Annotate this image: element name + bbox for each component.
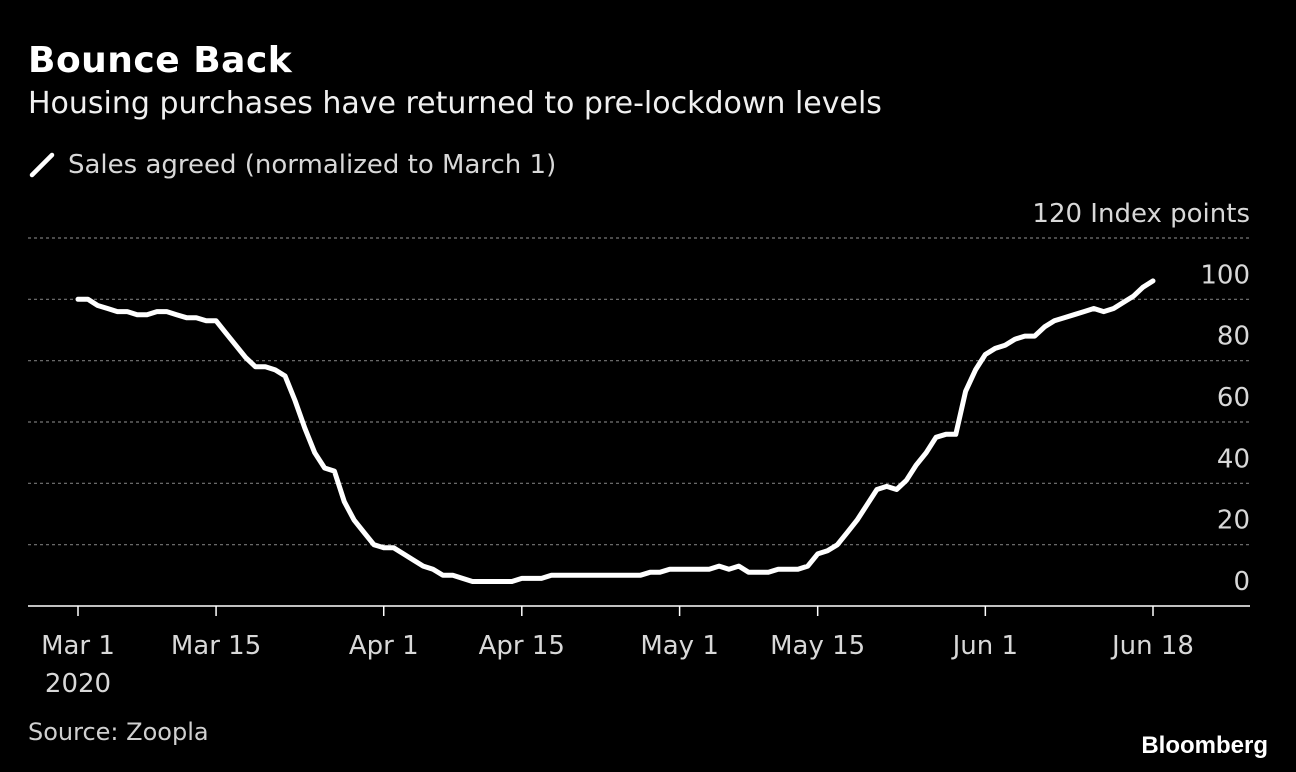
- y-axis-tick-labels: 0 20 40 60 80 100 120 Index points: [1032, 199, 1250, 597]
- y-tick-label: 60: [1217, 383, 1250, 413]
- y-tick-label: 100: [1200, 260, 1250, 290]
- x-tick-label: Mar 1: [41, 631, 115, 661]
- x-tick-label: May 1: [640, 631, 719, 661]
- y-tick-label: 20: [1217, 506, 1250, 536]
- series-line-sales-agreed: [75, 278, 1156, 584]
- chart-title: Bounce Back: [28, 40, 293, 81]
- legend: Sales agreed (normalized to March 1): [28, 150, 556, 180]
- x-tick-label: Jun 1: [951, 631, 1018, 661]
- x-tick-label: May 15: [770, 631, 865, 661]
- source-note: Source: Zoopla: [28, 718, 209, 746]
- grid-lines: [28, 237, 1250, 546]
- x-tick-label: Apr 1: [349, 631, 419, 661]
- y-tick-label: 40: [1217, 444, 1250, 474]
- y-tick-label: 0: [1233, 567, 1250, 597]
- y-tick-label: 120 Index points: [1032, 199, 1250, 229]
- x-tick-label: Mar 15: [171, 631, 261, 661]
- series-layer: [75, 278, 1156, 584]
- x-tick-label: Apr 15: [479, 631, 565, 661]
- bloomberg-logo: Bloomberg: [1141, 732, 1268, 759]
- y-tick-label: 80: [1217, 322, 1250, 352]
- chart-subtitle: Housing purchases have returned to pre-l…: [28, 86, 882, 121]
- x-tick-sublabel: 2020: [45, 669, 111, 699]
- legend-line-swatch-icon: [29, 152, 55, 178]
- x-axis: Mar 1 2020 Mar 15 Apr 1 Apr 15 May 1 May 15 Jun…: [28, 605, 1250, 699]
- legend-label: Sales agreed (normalized to March 1): [68, 150, 557, 180]
- x-tick-label: Jun 18: [1110, 631, 1194, 661]
